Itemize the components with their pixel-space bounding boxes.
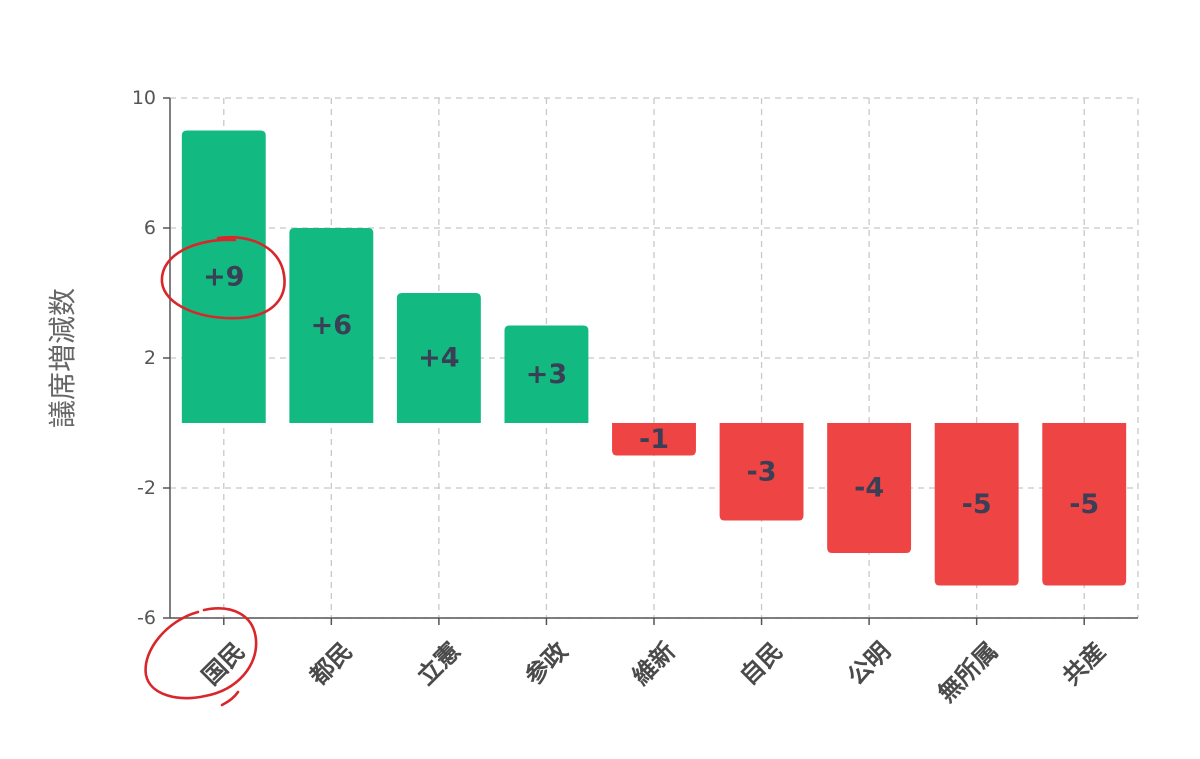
- x-tick-label: 参政: [519, 637, 573, 691]
- annotation-circle-bottom: [144, 607, 258, 707]
- bar-value-label: -3: [747, 456, 777, 487]
- bars: [181, 130, 1127, 586]
- bar-維新: [612, 423, 696, 456]
- bar-自民: [719, 423, 804, 521]
- hand-drawn-annotations: [144, 235, 286, 707]
- bar-value-label: +3: [526, 359, 567, 390]
- bar-value-label: -4: [854, 473, 884, 504]
- bar-value-label: -5: [1069, 489, 1099, 520]
- bar-立憲: [396, 293, 481, 423]
- bar-value-labels: +9 +6 +4 +3 -1 -3 -4 -5 -5: [203, 261, 1099, 520]
- y-tick-labels: -6 -2 2 6 10: [132, 87, 156, 629]
- bar-value-label: +4: [418, 343, 459, 374]
- x-tick-label: 共産: [1057, 637, 1111, 691]
- y-tick-label: -2: [137, 477, 156, 499]
- y-tick-label: -6: [137, 607, 156, 629]
- x-tick-label: 自民: [734, 637, 788, 691]
- y-axis-title: 議席増減数: [46, 288, 79, 428]
- x-tick-label: 立憲: [412, 637, 466, 691]
- axes: [163, 97, 1138, 625]
- bar-公明: [827, 423, 912, 553]
- annotation-circle-top: [160, 235, 286, 320]
- x-tick-label: 都民: [304, 637, 358, 691]
- x-tick-labels: 国民 都民 立憲 参政 維新 自民 公明 無所属 共産: [197, 637, 1111, 708]
- x-tick-label: 国民: [197, 637, 251, 691]
- bar-共産: [1042, 423, 1127, 586]
- x-tick-label: 無所属: [933, 637, 1004, 708]
- x-tick-label: 公明: [842, 637, 896, 691]
- bar-都民: [289, 228, 374, 423]
- bar-value-label: +9: [203, 261, 244, 292]
- bar-国民: [181, 130, 266, 423]
- y-tick-label: 6: [144, 217, 156, 239]
- y-tick-label: 2: [144, 347, 156, 369]
- bar-value-label: -5: [962, 489, 992, 520]
- x-tick-label: 維新: [627, 637, 681, 691]
- y-tick-label: 10: [132, 87, 156, 109]
- bar-参政: [504, 325, 589, 423]
- bar-value-label: -1: [639, 424, 669, 455]
- bar-value-label: +6: [311, 310, 352, 341]
- bar-無所属: [934, 423, 1019, 586]
